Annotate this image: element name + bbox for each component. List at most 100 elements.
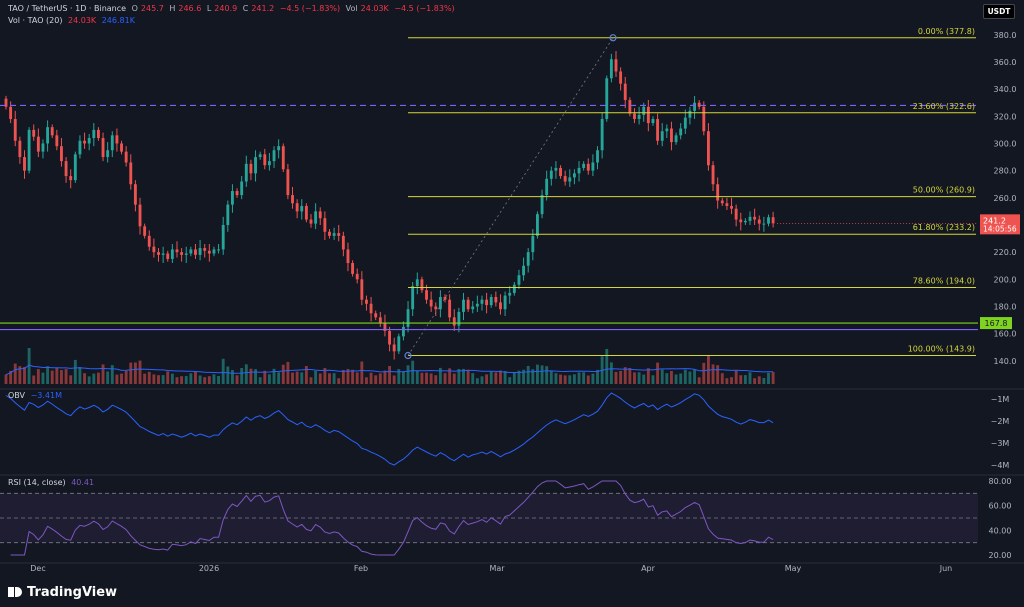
obv-label[interactable]: OBV: [8, 391, 26, 400]
candle: [753, 216, 757, 220]
volume-indicator-label[interactable]: Vol · TAO (20): [8, 16, 63, 25]
price-axis-label: 380.0: [994, 31, 1017, 40]
volume-bar: [388, 366, 391, 384]
volume-bar: [231, 370, 234, 384]
candle: [374, 313, 378, 318]
volume-bar: [152, 374, 156, 384]
volume-bar: [512, 372, 516, 384]
volume-bar: [378, 373, 382, 384]
candle: [23, 157, 26, 171]
volume-bar: [651, 375, 655, 384]
candle: [642, 106, 646, 115]
candle: [392, 344, 396, 352]
open-value: 245.7: [140, 4, 164, 13]
rsi-value: 40.41: [71, 478, 95, 487]
volume-bar: [748, 372, 752, 384]
candle: [143, 226, 147, 236]
candle: [448, 299, 452, 318]
candle: [198, 248, 202, 255]
volume-bar: [133, 362, 137, 384]
volume-bar: [115, 374, 119, 384]
candle: [582, 163, 586, 168]
volume-bar: [683, 369, 687, 384]
obv-value: −3.41M: [30, 391, 62, 400]
volume-bar: [110, 365, 114, 384]
candle: [572, 173, 576, 178]
price-axis-label: 360.0: [994, 58, 1017, 67]
volume-bar: [438, 367, 442, 384]
rsi-axis-label: 20.00: [989, 551, 1012, 560]
volume-bar: [157, 375, 160, 384]
candle: [494, 296, 498, 303]
candle: [4, 98, 8, 107]
volume-bar: [549, 370, 553, 384]
rsi-axis-label: 60.00: [989, 502, 1012, 511]
volume-bar: [522, 369, 526, 384]
volume-bar: [563, 375, 567, 384]
volume-bar: [531, 369, 535, 384]
volume-bar: [489, 371, 493, 384]
symbol-label[interactable]: TAO / TetherUS · 1D · Binance: [8, 4, 127, 13]
candle: [628, 100, 632, 114]
tradingview-logo[interactable]: TradingView: [8, 585, 117, 600]
candle: [175, 249, 179, 253]
volume-bar: [27, 348, 31, 384]
volume-bar: [743, 375, 747, 384]
price-axis-label: 340.0: [994, 85, 1017, 94]
time-axis-label: Apr: [641, 564, 656, 573]
candle: [161, 253, 165, 255]
candle: [568, 177, 572, 182]
candle: [346, 249, 350, 264]
candle: [734, 208, 738, 220]
price-axis-label: 280.0: [994, 167, 1017, 176]
volume-bar: [92, 373, 96, 384]
candle: [739, 219, 743, 223]
volume-bar: [485, 374, 489, 384]
candle: [203, 248, 207, 251]
candle: [50, 127, 54, 136]
candle: [314, 211, 318, 224]
candle: [378, 317, 382, 323]
currency-button[interactable]: USDT: [983, 4, 1015, 19]
volume-bar: [452, 373, 456, 384]
volume-bar: [609, 362, 613, 384]
volume-bar: [411, 360, 415, 384]
candle: [120, 143, 123, 152]
candle: [771, 217, 775, 224]
candle: [240, 181, 244, 196]
volume-bar: [143, 373, 147, 384]
volume-bar: [503, 371, 507, 384]
volume-bar: [494, 372, 498, 384]
rsi-label[interactable]: RSI (14, close): [8, 478, 66, 487]
volume-bar: [401, 371, 405, 384]
candle: [27, 129, 31, 171]
candle: [133, 184, 137, 205]
volume-bar: [720, 373, 724, 384]
fib-level-label: 100.00% (143.9): [908, 345, 975, 354]
volume-bar: [471, 373, 475, 384]
candle: [767, 217, 770, 224]
candle: [92, 129, 96, 139]
candle: [517, 275, 521, 285]
candle: [138, 204, 142, 227]
vol-change: −4.5 (−1.83%): [394, 4, 455, 13]
candle: [706, 131, 710, 166]
candle: [13, 119, 17, 141]
obv-axis-label: −1M: [991, 395, 1010, 404]
candle: [281, 146, 285, 170]
volume-bar: [337, 378, 341, 384]
volume-bar: [545, 366, 549, 384]
candle: [235, 191, 239, 196]
candle: [32, 129, 36, 137]
volume-bar: [670, 371, 673, 384]
vol-value: 24.03K: [360, 4, 389, 13]
candle: [489, 296, 493, 306]
rsi-pane: [0, 480, 978, 556]
rsi-legend: RSI (14, close) 40.41: [8, 478, 97, 487]
volume-bar: [32, 375, 36, 384]
candle: [249, 163, 253, 174]
volume-bar: [55, 367, 59, 384]
candle: [531, 235, 535, 253]
candle: [189, 249, 193, 254]
